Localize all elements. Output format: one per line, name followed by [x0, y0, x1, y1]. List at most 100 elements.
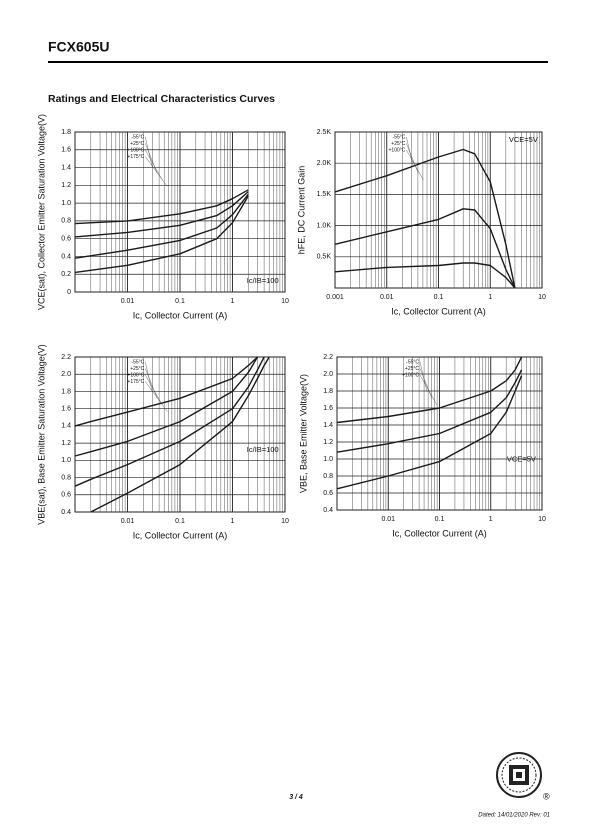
- y-tick-label: 1.4: [61, 423, 71, 430]
- x-tick-label: 1: [488, 294, 492, 301]
- y-tick-label: 0.5K: [317, 254, 332, 261]
- chart: 0.001 0.01 0.1 1 10 0.5K 1.0K 1.5K 2.0K 2.5K Ic, C…: [296, 129, 546, 317]
- x-tick-label: 10: [281, 298, 289, 305]
- leader-line: [145, 368, 158, 399]
- y-tick-label: 1.8: [61, 388, 71, 395]
- y-tick-label: 1.8: [323, 388, 333, 395]
- y-tick-label: 0.2: [61, 271, 71, 278]
- part-number: FCX605U: [48, 39, 109, 55]
- series-line: [74, 193, 249, 259]
- y-tick-label: 2.2: [61, 354, 71, 361]
- x-tick-label: 0.01: [380, 294, 394, 301]
- y-tick-label: 0: [67, 289, 71, 296]
- series-line: [74, 195, 249, 274]
- leader-line: [145, 149, 163, 181]
- y-tick-label: 2.0K: [317, 160, 332, 167]
- leader-line: [406, 149, 424, 181]
- x-axis-title: Ic, Collector Current (A): [391, 306, 486, 316]
- x-tick-label: 10: [538, 516, 546, 523]
- x-axis-title: Ic, Collector Current (A): [133, 530, 228, 540]
- leader-line: [419, 374, 438, 406]
- y-tick-label: 1.0K: [317, 222, 332, 229]
- legend-label: +175°C: [127, 154, 144, 160]
- x-tick-label: 0.1: [435, 516, 445, 523]
- x-tick-label: 10: [538, 294, 546, 301]
- y-tick-label: 1.8: [61, 129, 71, 136]
- chart: 0.01 0.1 1 10 0 0.2 0.4 0.6 0.8 1.0 1.2 1.4 1.6 1.8 Ic…: [36, 114, 289, 320]
- legend-label: +25°C: [130, 366, 144, 372]
- x-axis-title: Ic, Collector Current (A): [133, 310, 228, 320]
- x-tick-label: 0.01: [381, 516, 395, 523]
- x-tick-label: 0.1: [175, 298, 185, 305]
- legend-label: +100°C: [127, 372, 144, 378]
- annotation: Ic/IB=100: [247, 276, 279, 285]
- x-tick-label: 0.001: [326, 294, 344, 301]
- legend-label: +25°C: [391, 141, 405, 147]
- y-tick-label: 1.5K: [317, 191, 332, 198]
- y-tick-label: 0.6: [61, 236, 71, 243]
- y-tick-label: 1.0: [323, 456, 333, 463]
- y-tick-label: 0.8: [61, 474, 71, 481]
- annotation: VCE=5V: [507, 454, 536, 463]
- leader-line: [145, 143, 158, 174]
- y-tick-label: 0.4: [61, 509, 71, 516]
- x-tick-label: 0.1: [434, 294, 444, 301]
- y-axis-title: VCE(sat), Collector Emitter Saturation V…: [36, 114, 46, 310]
- x-tick-label: 0.01: [121, 298, 135, 305]
- series-line: [74, 356, 258, 427]
- section-title: Ratings and Electrical Characteristics C…: [48, 93, 275, 105]
- y-tick-label: 2.2: [323, 354, 333, 361]
- annotation: Ic/IB=100: [247, 445, 279, 454]
- y-tick-label: 1.0: [61, 200, 71, 207]
- y-tick-label: 0.8: [61, 218, 71, 225]
- series-line: [74, 356, 259, 457]
- y-tick-label: 1.0: [61, 457, 71, 464]
- y-tick-label: 1.6: [323, 405, 333, 412]
- leader-line: [406, 143, 419, 174]
- y-tick-label: 1.2: [61, 182, 71, 189]
- leader-line: [419, 368, 433, 399]
- y-tick-label: 1.4: [323, 422, 333, 429]
- y-tick-label: 1.6: [61, 406, 71, 413]
- y-tick-label: 0.8: [323, 473, 333, 480]
- chart: 0.01 0.1 1 10 0.4 0.6 0.8 1.0 1.2 1.4 1.6 1.8 2.0 2.2…: [36, 344, 289, 540]
- legend-label: +25°C: [405, 366, 419, 372]
- x-tick-label: 1: [489, 516, 493, 523]
- y-tick-label: 2.5K: [317, 129, 332, 136]
- legend-label: +175°C: [127, 379, 144, 385]
- legend-label: +100°C: [402, 372, 419, 378]
- series-line: [334, 148, 516, 289]
- legend-label: +25°C: [130, 141, 144, 147]
- series-line: [334, 262, 516, 289]
- x-axis-title: Ic, Collector Current (A): [392, 528, 487, 538]
- y-tick-label: 2.0: [61, 371, 71, 378]
- logo: [496, 752, 542, 798]
- y-axis-title: hFE, DC Current Gain: [296, 166, 306, 255]
- chart: 0.01 0.1 1 10 0.4 0.6 0.8 1.0 1.2 1.4 1.6 1.8 2.0 2.2…: [298, 354, 546, 539]
- registered-mark: ®: [543, 791, 550, 801]
- legend-label: +100°C: [127, 147, 144, 153]
- y-axis-title: VBE, Base Emitter Voltage(V): [298, 374, 308, 493]
- date-revision: Dated: 14/01/2020 Rev: 01: [478, 813, 550, 819]
- y-tick-label: 1.4: [61, 164, 71, 171]
- y-tick-label: 2.0: [323, 371, 333, 378]
- y-axis-title: VBE(sat), Base Emitter Saturation Voltag…: [36, 344, 46, 525]
- y-tick-label: 1.6: [61, 147, 71, 154]
- x-tick-label: 1: [231, 518, 235, 525]
- series-line: [334, 208, 516, 289]
- legend-label: -55°C: [131, 134, 144, 140]
- series-line: [336, 369, 523, 453]
- y-tick-label: 0.6: [61, 492, 71, 499]
- y-tick-label: 0.4: [61, 253, 71, 260]
- series-line: [90, 356, 270, 513]
- page-number: 3 / 4: [289, 794, 303, 801]
- x-tick-label: 0.01: [121, 518, 135, 525]
- series-line: [74, 356, 265, 487]
- x-tick-label: 0.1: [175, 518, 185, 525]
- leader-line: [145, 156, 168, 187]
- y-tick-label: 0.4: [323, 507, 333, 514]
- leader-line: [145, 381, 168, 412]
- y-tick-label: 1.2: [61, 440, 71, 447]
- series-line: [336, 356, 523, 424]
